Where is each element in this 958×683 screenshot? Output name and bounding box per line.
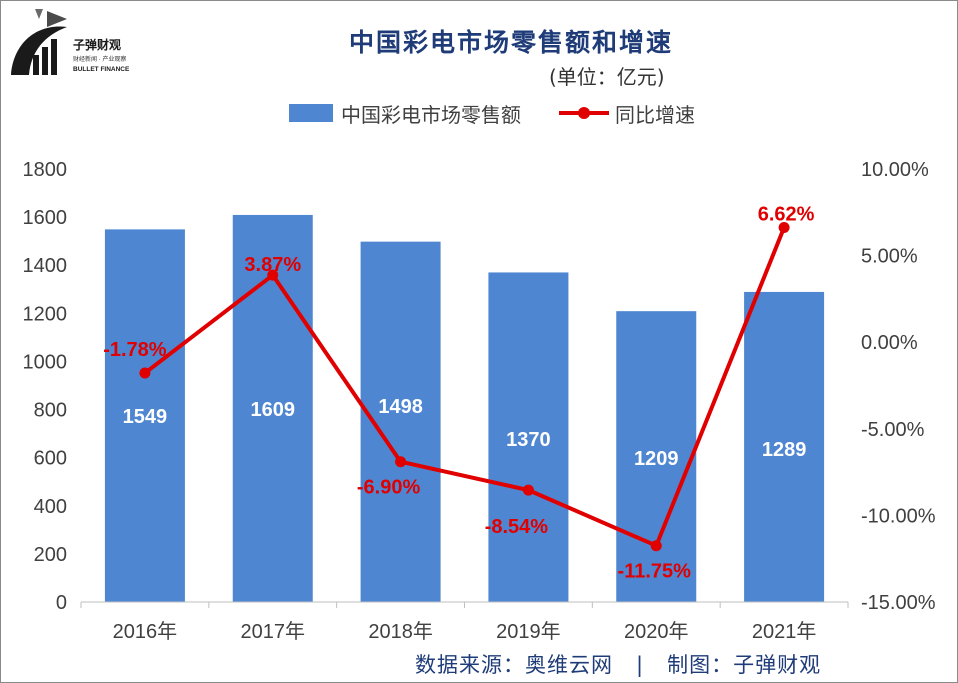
growth-value-label: -11.75% xyxy=(618,561,692,583)
bar-value-label: 1549 xyxy=(123,406,168,428)
legend-bar-label: 中国彩电市场零售额 xyxy=(341,102,521,127)
y-left-tick-label: 0 xyxy=(56,592,67,614)
y-left-tick-label: 600 xyxy=(34,448,67,470)
y-left-tick-label: 200 xyxy=(34,544,67,566)
y-left-tick-label: 1200 xyxy=(23,303,68,325)
logo-swoosh-icon xyxy=(11,26,67,75)
logo-tagline-text: 财经新闻 · 产业观察 xyxy=(73,55,126,63)
bar-value-label: 1370 xyxy=(506,429,551,451)
logo-name-text: 子弹财观 xyxy=(73,37,121,52)
x-tick-label: 2019年 xyxy=(496,620,561,643)
growth-point xyxy=(267,269,279,281)
y-right-tick-label: -15.00% xyxy=(861,592,936,614)
growth-point xyxy=(139,367,151,379)
bar-value-label: 1609 xyxy=(251,399,296,421)
growth-value-label: 3.87% xyxy=(244,254,301,276)
y-right-tick-label: 5.00% xyxy=(861,246,918,268)
y-left-tick-label: 1600 xyxy=(23,207,68,229)
growth-line xyxy=(143,226,786,548)
legend-bar-swatch xyxy=(289,104,333,122)
y-right-tick-label: -5.00% xyxy=(861,419,925,441)
growth-point xyxy=(650,540,662,552)
y-left-tick-label: 800 xyxy=(34,400,67,422)
x-tick-label: 2017年 xyxy=(241,620,306,643)
bar xyxy=(616,311,697,602)
growth-value-label: -6.90% xyxy=(357,477,421,499)
bar-value-label: 1498 xyxy=(378,396,423,418)
bar xyxy=(488,272,569,602)
y-left-tick-label: 400 xyxy=(34,496,67,518)
growth-point xyxy=(778,222,790,234)
y-right-tick-label: 10.00% xyxy=(861,159,929,181)
y-right-tick-label: 0.00% xyxy=(861,332,918,354)
y-left-tick-label: 1400 xyxy=(23,255,68,277)
growth-value-label: -1.78% xyxy=(103,339,167,361)
logo-english-text: BULLET FINANCE xyxy=(73,66,130,73)
bar xyxy=(744,291,825,602)
source-credit: 数据来源：奥维云网 | 制图：子弹财观 xyxy=(415,653,822,677)
y-right-tick-label: -10.00% xyxy=(861,505,936,527)
bar-value-label: 1209 xyxy=(634,448,679,470)
y-left-tick-label: 1800 xyxy=(23,159,68,181)
x-tick-label: 2016年 xyxy=(113,620,178,643)
legend-line-label: 同比增速 xyxy=(615,102,695,127)
growth-value-label: -8.54% xyxy=(485,516,549,538)
x-tick-label: 2018年 xyxy=(368,620,433,643)
x-tick-label: 2021年 xyxy=(752,620,817,643)
legend: 中国彩电市场零售额 同比增速 xyxy=(289,99,695,127)
bar-value-label: 1289 xyxy=(762,439,807,461)
legend-line-swatch xyxy=(559,104,609,122)
chart-title: 中国彩电市场零售额和增速 xyxy=(348,28,673,57)
growth-point xyxy=(395,456,407,468)
y-left-tick-label: 1000 xyxy=(23,351,68,373)
growth-point xyxy=(522,484,534,496)
unit-label: (单位：亿元) xyxy=(549,65,665,89)
bullet-icon xyxy=(35,9,43,19)
bullet-finance-logo: 子弹财观 财经新闻 · 产业观察 BULLET FINANCE xyxy=(11,9,130,75)
bar xyxy=(104,229,185,602)
growth-value-label: 6.62% xyxy=(758,204,815,226)
x-tick-label: 2020年 xyxy=(624,620,689,643)
